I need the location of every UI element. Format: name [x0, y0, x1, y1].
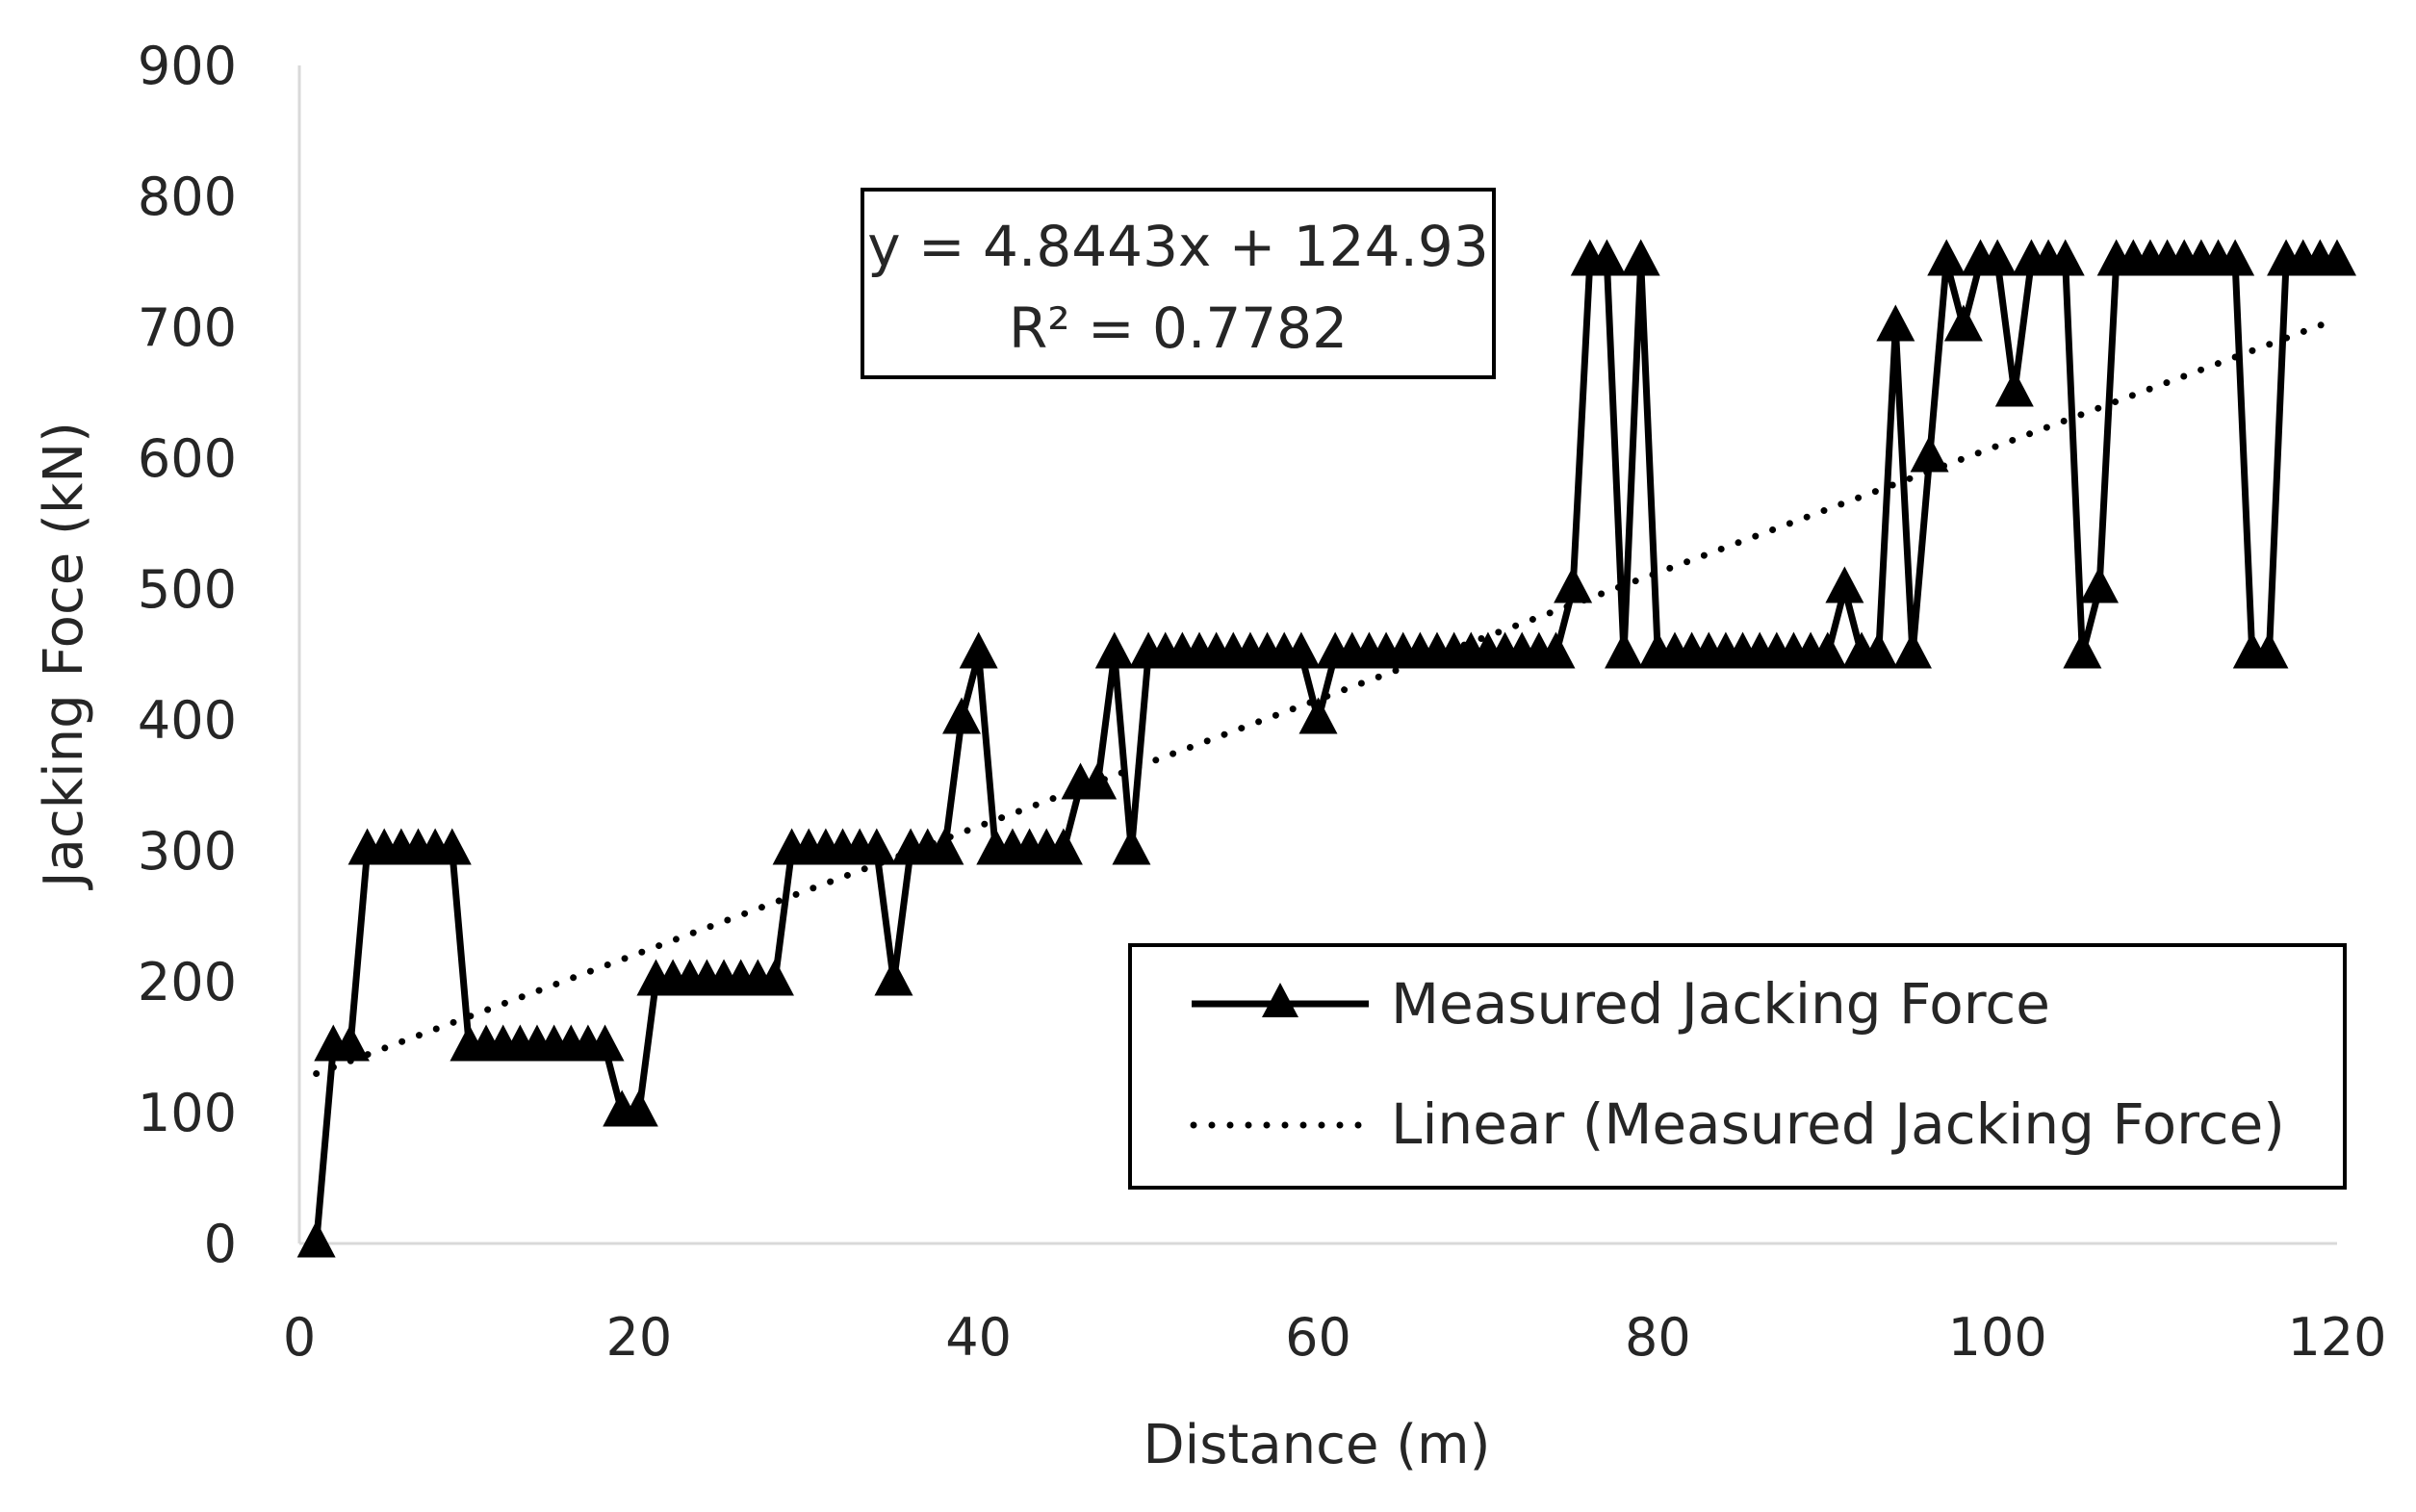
data-point-marker	[1910, 435, 1949, 473]
data-point-marker	[1876, 304, 1915, 342]
x-tick-label: 0	[283, 1307, 316, 1368]
y-tick-label: 0	[204, 1214, 237, 1274]
y-tick-label: 600	[138, 428, 237, 489]
data-point-marker	[925, 828, 964, 865]
data-point-marker	[1281, 631, 1321, 669]
x-tick-label: 40	[945, 1307, 1012, 1368]
data-point-marker	[1978, 239, 2018, 276]
data-point-marker	[755, 959, 794, 996]
trendline-equation-box: y = 4.8443x + 124.93 R² = 0.7782	[861, 188, 1496, 379]
data-point-marker	[1078, 762, 1118, 800]
x-axis-title: Distance (m)	[1144, 1414, 1491, 1476]
y-tick-label: 800	[138, 167, 237, 227]
equation-box-border	[861, 188, 1496, 379]
data-point-marker	[2216, 239, 2255, 276]
data-point-marker	[1943, 304, 1983, 342]
data-point-marker	[874, 959, 913, 996]
x-tick-labels: 0 20 40 60 80 100 120	[283, 1307, 2387, 1368]
y-tick-label: 300	[138, 821, 237, 882]
data-point-marker	[2080, 566, 2120, 603]
trendline-r-squared: R² = 0.7782	[1009, 295, 1348, 361]
x-tick-label: 20	[605, 1307, 672, 1368]
data-point-marker	[1994, 370, 2034, 407]
data-point-marker	[1043, 828, 1083, 865]
trendline-equation: y = 4.8443x + 124.93	[867, 214, 1488, 279]
data-point-marker	[959, 631, 998, 669]
data-point-marker	[1892, 631, 1932, 669]
data-point-marker	[1808, 631, 1847, 669]
data-point-marker	[1587, 239, 1627, 276]
y-axis-title: Jacking Foce (kN)	[33, 422, 95, 890]
data-point-marker	[2045, 239, 2085, 276]
data-point-marker	[1927, 239, 1966, 276]
legend-measured-swatch-marker	[1262, 983, 1298, 1017]
data-point-marker	[296, 1220, 336, 1258]
x-tick-label: 60	[1285, 1307, 1351, 1368]
data-point-marker	[2318, 239, 2356, 276]
data-point-marker	[942, 697, 982, 734]
data-point-marker	[585, 1024, 625, 1062]
legend: Measured Jacking Force Linear (Measured …	[1128, 943, 2347, 1190]
x-tick-label: 120	[2287, 1307, 2386, 1368]
x-tick-label: 80	[1625, 1307, 1691, 1368]
measured-series-line	[313, 258, 2337, 1244]
data-point-marker	[1621, 239, 1660, 276]
legend-border	[1128, 943, 2347, 1190]
measured-series-markers	[296, 239, 2356, 1258]
data-point-marker	[432, 828, 472, 865]
y-tick-label: 500	[138, 559, 237, 620]
legend-measured-label: Measured Jacking Force	[1391, 971, 2050, 1037]
data-point-marker	[1536, 631, 1576, 669]
data-point-marker	[1094, 631, 1134, 669]
y-tick-label: 700	[138, 297, 237, 358]
data-point-marker	[1112, 828, 1151, 865]
x-tick-label: 100	[1948, 1307, 2047, 1368]
data-point-marker	[330, 1024, 370, 1062]
data-point-marker	[1605, 631, 1644, 669]
y-tick-labels: 0 100 200 300 400 500 600 700 800 900	[138, 36, 237, 1274]
data-point-marker	[2249, 631, 2289, 669]
data-point-marker	[1859, 631, 1898, 669]
data-point-marker	[2063, 631, 2102, 669]
y-tick-label: 900	[138, 36, 237, 96]
data-point-marker	[1298, 697, 1338, 734]
data-point-marker	[1554, 566, 1593, 603]
y-tick-label: 200	[138, 952, 237, 1012]
y-tick-label: 400	[138, 690, 237, 751]
legend-linear-label: Linear (Measured Jacking Force)	[1391, 1091, 2285, 1157]
data-point-marker	[1825, 566, 1864, 603]
y-tick-label: 100	[138, 1083, 237, 1143]
data-point-marker	[619, 1089, 658, 1127]
data-point-marker	[857, 828, 896, 865]
